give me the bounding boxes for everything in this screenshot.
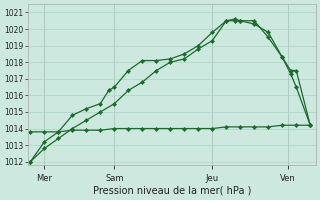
X-axis label: Pression niveau de la mer( hPa ): Pression niveau de la mer( hPa )	[92, 186, 251, 196]
